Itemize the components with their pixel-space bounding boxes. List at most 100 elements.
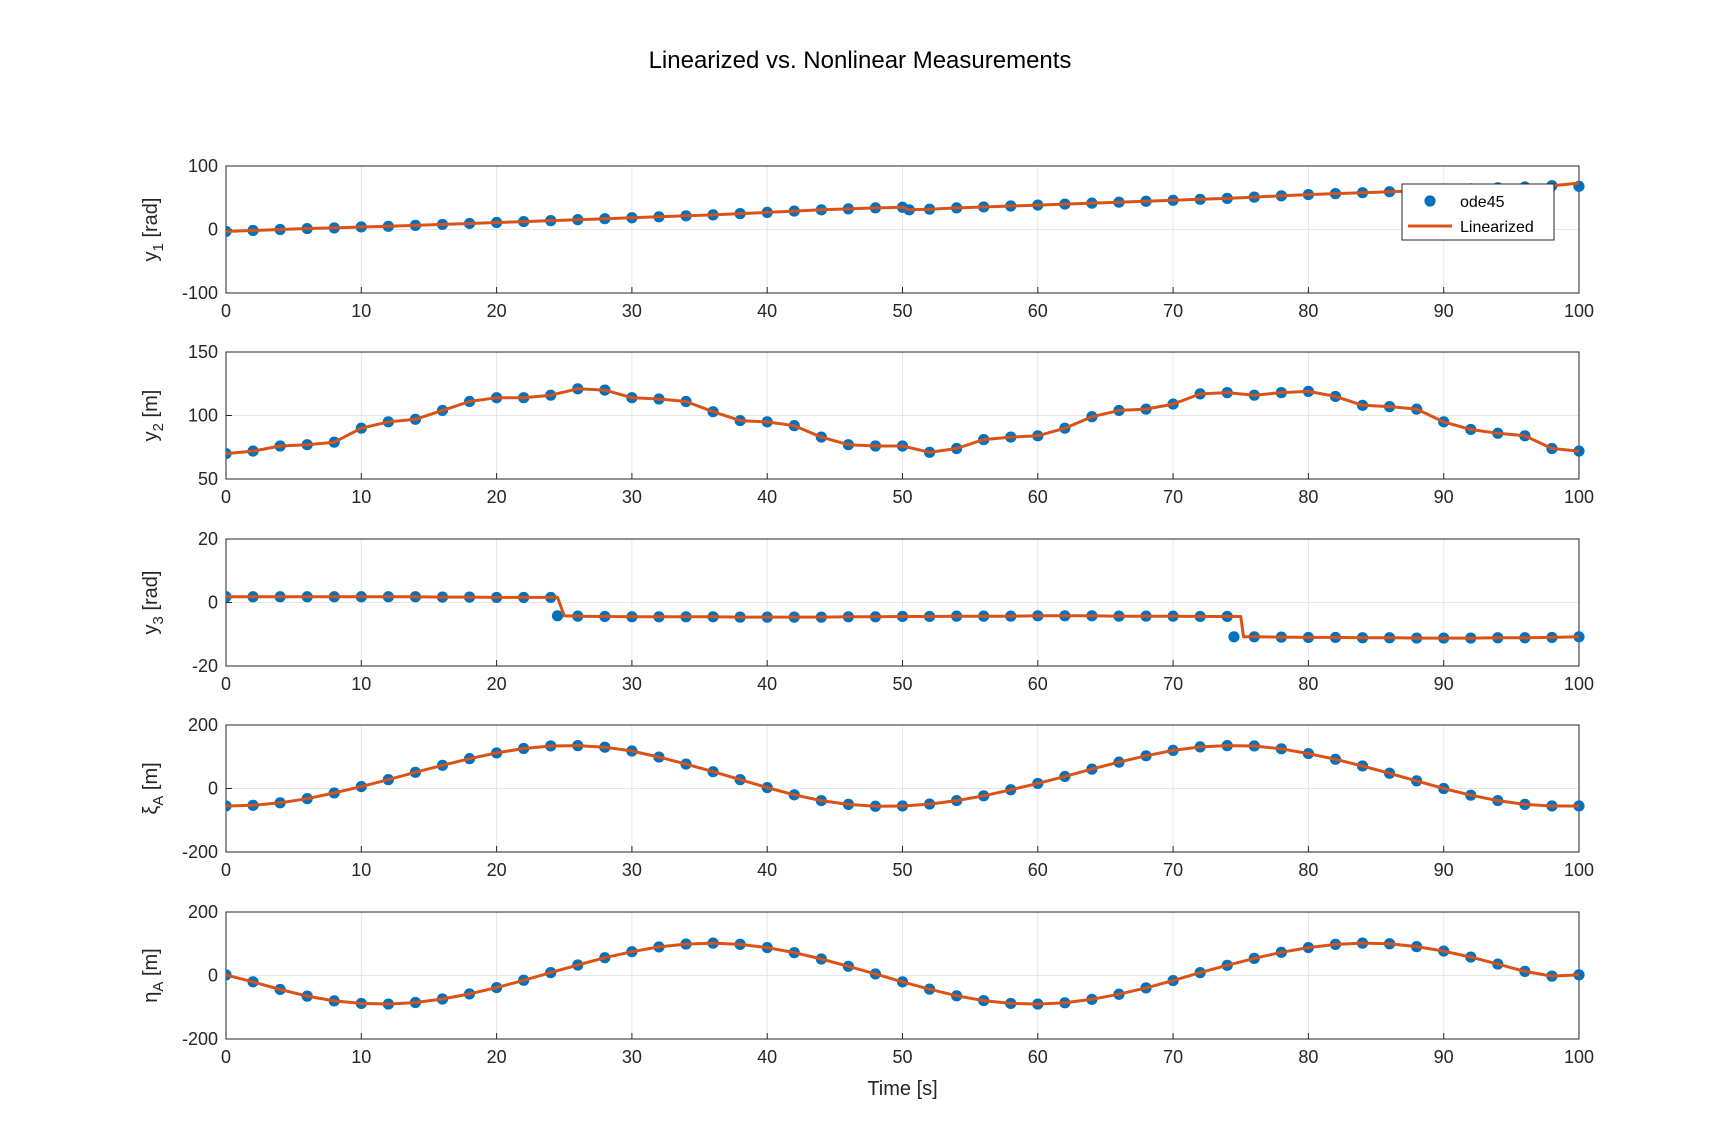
y-axis-label: y3 [rad] — [140, 571, 167, 635]
y-tick-label: 200 — [188, 715, 218, 735]
y-tick-label: 0 — [208, 220, 218, 240]
x-tick-label: 10 — [351, 487, 371, 507]
y-tick-label: 50 — [198, 469, 218, 489]
y-axis-label: ηA [m] — [140, 948, 167, 1002]
y-tick-label: -200 — [182, 842, 218, 862]
x-tick-label: 80 — [1298, 860, 1318, 880]
x-tick-label: 30 — [622, 1047, 642, 1067]
series-layer — [226, 383, 1585, 460]
ode45-point — [551, 610, 564, 622]
x-tick-label: 40 — [757, 487, 777, 507]
y-tick-label: -200 — [182, 1029, 218, 1049]
x-tick-label: 10 — [351, 674, 371, 694]
y-tick-label: 0 — [208, 593, 218, 613]
x-tick-label: 60 — [1028, 487, 1048, 507]
x-tick-label: 80 — [1298, 674, 1318, 694]
x-tick-label: 100 — [1564, 487, 1594, 507]
y-tick-label: 200 — [188, 902, 218, 922]
x-tick-label: 10 — [351, 860, 371, 880]
x-tick-label: 50 — [892, 487, 912, 507]
x-tick-label: 30 — [622, 674, 642, 694]
y-tick-label: 20 — [198, 529, 218, 549]
figure-title: Linearized vs. Nonlinear Measurements — [649, 47, 1072, 74]
x-axis-label: Time [s] — [867, 1078, 937, 1100]
x-tick-label: 20 — [487, 301, 507, 321]
y-tick-label: 100 — [188, 156, 218, 176]
x-tick-label: 40 — [757, 860, 777, 880]
x-tick-label: 50 — [892, 1047, 912, 1067]
y-tick-label: -100 — [182, 283, 218, 303]
y-tick-label: 100 — [188, 406, 218, 426]
x-tick-label: 0 — [221, 487, 231, 507]
series-layer — [226, 937, 1585, 1010]
y-tick-label: 0 — [208, 966, 218, 986]
x-tick-label: 70 — [1163, 1047, 1183, 1067]
x-tick-label: 30 — [622, 860, 642, 880]
legend-box — [1401, 183, 1555, 241]
y-tick-label: -20 — [192, 656, 218, 676]
legend: ode45 Linearized — [1401, 183, 1555, 241]
x-tick-label: 0 — [221, 860, 231, 880]
x-tick-label: 0 — [221, 301, 231, 321]
x-tick-label: 50 — [892, 860, 912, 880]
series-layer — [226, 740, 1585, 812]
x-tick-label: 30 — [622, 487, 642, 507]
x-tick-label: 60 — [1028, 674, 1048, 694]
x-tick-label: 60 — [1028, 1047, 1048, 1067]
x-tick-label: 80 — [1298, 1047, 1318, 1067]
x-tick-label: 90 — [1434, 301, 1454, 321]
series-layer — [226, 591, 1585, 644]
x-tick-label: 90 — [1434, 1047, 1454, 1067]
subplot-2: 0 10 20 30 40 50 60 70 80 90 100 50 100 150 y2 [m] — [140, 342, 1594, 507]
legend-label-linearized: Linearized — [1460, 219, 1534, 236]
x-tick-label: 90 — [1434, 487, 1454, 507]
x-tick-label: 0 — [221, 674, 231, 694]
x-tick-label: 80 — [1298, 487, 1318, 507]
x-tick-label: 50 — [892, 301, 912, 321]
y-tick-label: 0 — [208, 779, 218, 799]
ode45-point — [1573, 969, 1585, 981]
x-tick-label: 90 — [1434, 860, 1454, 880]
x-tick-label: 70 — [1163, 301, 1183, 321]
x-tick-label: 100 — [1564, 301, 1594, 321]
x-tick-label: 40 — [757, 301, 777, 321]
x-tick-label: 10 — [351, 301, 371, 321]
y-axis-label: ξA [m] — [140, 762, 167, 814]
linearized-line — [226, 744, 1579, 808]
x-tick-label: 20 — [487, 1047, 507, 1067]
x-tick-label: 20 — [487, 860, 507, 880]
x-tick-label: 20 — [487, 487, 507, 507]
linearized-line — [226, 181, 1580, 233]
x-tick-label: 20 — [487, 674, 507, 694]
x-tick-label: 60 — [1028, 860, 1048, 880]
y-axis-label: y1 [rad] — [140, 198, 167, 262]
x-tick-label: 60 — [1028, 301, 1048, 321]
x-tick-label: 40 — [757, 1047, 777, 1067]
x-tick-label: 30 — [622, 301, 642, 321]
x-tick-label: 100 — [1564, 1047, 1594, 1067]
y-tick-label: 150 — [188, 342, 218, 362]
x-tick-label: 80 — [1298, 301, 1318, 321]
linearized-line — [226, 387, 1580, 456]
x-tick-label: 70 — [1163, 674, 1183, 694]
linearized-line — [226, 595, 1580, 640]
x-tick-label: 90 — [1434, 674, 1454, 694]
legend-marker-ode45 — [1424, 195, 1436, 207]
ode45-point — [1573, 631, 1585, 643]
y-axis-label: y2 [m] — [140, 390, 167, 442]
x-tick-label: 70 — [1163, 860, 1183, 880]
x-tick-label: 10 — [351, 1047, 371, 1067]
x-tick-label: 0 — [221, 1047, 231, 1067]
x-tick-label: 40 — [757, 674, 777, 694]
x-tick-label: 100 — [1564, 674, 1594, 694]
x-tick-label: 70 — [1163, 487, 1183, 507]
legend-label-ode45: ode45 — [1460, 194, 1505, 211]
ode45-point — [1228, 631, 1240, 643]
linearized-line — [226, 941, 1580, 1006]
